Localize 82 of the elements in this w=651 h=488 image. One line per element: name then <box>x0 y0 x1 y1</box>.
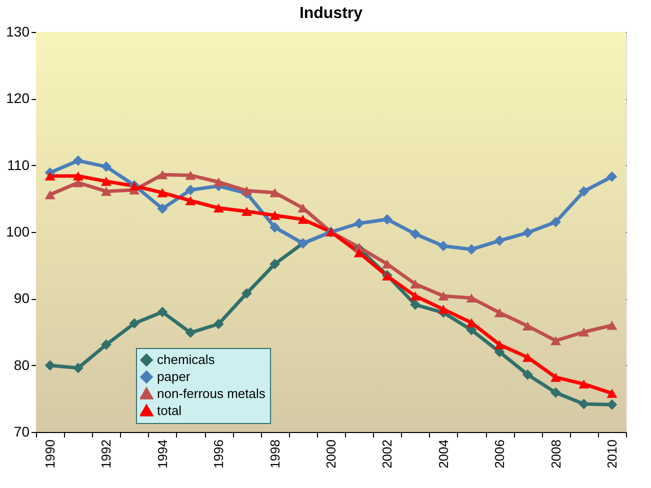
point <box>72 155 84 166</box>
y-tick-label: 80 <box>14 356 30 373</box>
point <box>44 190 56 200</box>
point <box>606 171 618 182</box>
point <box>100 186 112 196</box>
point <box>410 299 421 310</box>
point <box>72 362 84 374</box>
point <box>522 369 533 380</box>
point <box>438 240 449 252</box>
x-tick-label: 2006 <box>492 440 508 468</box>
point <box>100 339 112 350</box>
point <box>157 203 168 214</box>
point <box>550 387 562 398</box>
point <box>298 214 308 224</box>
x-tick-label: 1998 <box>267 440 282 468</box>
point <box>522 352 533 362</box>
point <box>213 203 224 213</box>
point <box>606 388 618 398</box>
x-tick-label: 2004 <box>436 440 451 468</box>
y-tick-label: 100 <box>6 224 30 240</box>
point <box>382 214 392 225</box>
point <box>522 321 533 331</box>
point <box>270 188 280 198</box>
point <box>185 170 196 180</box>
x-tick-label: 2010 <box>604 440 620 468</box>
point <box>438 304 449 314</box>
point <box>72 171 84 181</box>
y-tick-label: 120 <box>6 90 30 106</box>
point <box>550 336 562 346</box>
point <box>550 216 562 228</box>
y-tick-label: 110 <box>7 156 30 173</box>
point <box>550 372 562 382</box>
point <box>241 206 252 216</box>
point <box>410 279 421 289</box>
point <box>100 161 112 172</box>
point <box>410 228 421 240</box>
point <box>466 244 477 255</box>
point <box>185 327 196 338</box>
legend-label: non-ferrous metals <box>157 386 266 401</box>
point <box>241 186 252 196</box>
point <box>213 318 224 330</box>
x-tick-label: 2002 <box>380 440 395 468</box>
point <box>129 318 140 329</box>
chart-title: Industry <box>299 5 363 22</box>
legend-label: total <box>157 403 182 418</box>
point <box>157 170 168 180</box>
point <box>185 184 196 196</box>
y-tick-label: 130 <box>6 24 30 40</box>
point <box>494 308 505 318</box>
x-tick-label: 2008 <box>548 440 564 468</box>
point <box>354 218 364 229</box>
y-tick-label: 70 <box>14 424 30 440</box>
x-tick-label: 1990 <box>42 440 58 468</box>
point <box>494 340 505 350</box>
x-tick-label: 1994 <box>154 440 170 468</box>
point <box>606 320 618 330</box>
point <box>44 360 56 371</box>
point <box>270 210 280 220</box>
point <box>578 186 590 197</box>
legend-label: paper <box>157 369 191 384</box>
x-tick-label: 1992 <box>98 440 114 468</box>
x-tick-label: 1996 <box>211 440 226 468</box>
point <box>185 196 196 206</box>
point <box>438 291 449 301</box>
point <box>213 177 224 187</box>
point <box>270 222 280 233</box>
legend-label: chemicals <box>157 352 216 367</box>
point <box>606 399 618 410</box>
point <box>494 235 505 246</box>
point <box>241 288 252 299</box>
point <box>100 176 112 186</box>
point <box>157 188 168 198</box>
point <box>578 379 590 389</box>
point <box>270 258 280 270</box>
point <box>578 327 590 337</box>
x-tick-label: 2000 <box>324 440 338 468</box>
point <box>410 291 421 301</box>
y-tick-label: 90 <box>14 290 30 306</box>
point <box>466 293 477 303</box>
point <box>157 306 168 318</box>
point <box>522 227 533 238</box>
point <box>44 171 56 181</box>
